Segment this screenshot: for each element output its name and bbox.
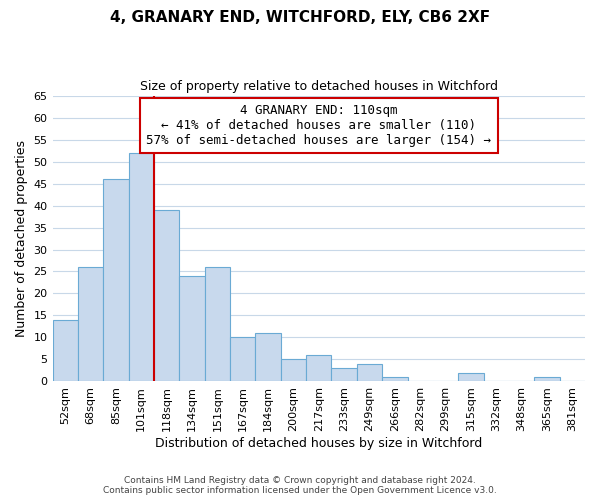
Bar	[382, 377, 407, 382]
Bar	[256, 333, 281, 382]
Bar	[179, 276, 205, 382]
Y-axis label: Number of detached properties: Number of detached properties	[15, 140, 28, 337]
Text: Contains HM Land Registry data © Crown copyright and database right 2024.
Contai: Contains HM Land Registry data © Crown c…	[103, 476, 497, 495]
Bar	[534, 377, 560, 382]
Text: 4, GRANARY END, WITCHFORD, ELY, CB6 2XF: 4, GRANARY END, WITCHFORD, ELY, CB6 2XF	[110, 10, 490, 25]
Bar	[154, 210, 179, 382]
Bar	[230, 338, 256, 382]
Bar	[128, 152, 154, 382]
Bar	[103, 179, 128, 382]
Bar	[306, 355, 331, 382]
Bar	[205, 267, 230, 382]
Bar	[357, 364, 382, 382]
Title: Size of property relative to detached houses in Witchford: Size of property relative to detached ho…	[140, 80, 498, 93]
Bar	[458, 372, 484, 382]
Bar	[78, 267, 103, 382]
Bar	[53, 320, 78, 382]
Text: 4 GRANARY END: 110sqm
← 41% of detached houses are smaller (110)
57% of semi-det: 4 GRANARY END: 110sqm ← 41% of detached …	[146, 104, 491, 147]
Bar	[331, 368, 357, 382]
Bar	[281, 360, 306, 382]
X-axis label: Distribution of detached houses by size in Witchford: Distribution of detached houses by size …	[155, 437, 482, 450]
